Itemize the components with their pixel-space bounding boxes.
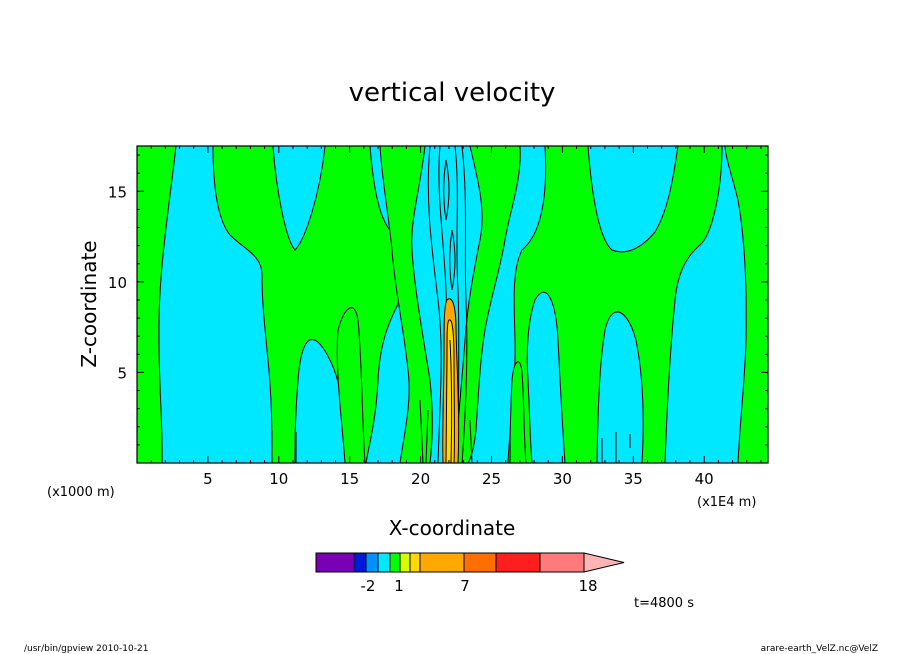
colorbar-swatch: [377, 552, 391, 573]
colorbar-labels: -2 1 7 18: [361, 577, 598, 595]
x-tick-label: 25: [482, 470, 501, 488]
colorbar-swatch: [495, 552, 541, 573]
contour-line: [427, 145, 442, 464]
colorbar-tick-label: 7: [460, 577, 470, 595]
y-axis-title: Z-coordinate: [77, 240, 101, 367]
colorbar-tick-label: -2: [361, 577, 376, 595]
x-tick-label: 40: [695, 470, 714, 488]
contour-line: [469, 419, 473, 464]
y-axis: 5 10 15: [108, 154, 768, 446]
colorbar-swatch: [315, 552, 355, 573]
colorbar-swatch: [365, 552, 379, 573]
updraft-core: [442, 298, 460, 464]
x-tick-label: 30: [553, 470, 572, 488]
colorbar-swatch: [463, 552, 497, 573]
time-label: t=4800 s: [634, 596, 694, 611]
x-unit-label: (x1E4 m): [697, 495, 756, 510]
colorbar-swatch: [419, 552, 465, 573]
footer-right: arare-earth_VelZ.nc@VelZ: [761, 644, 878, 654]
colorbar-tick-label: 1: [394, 577, 404, 595]
colorbar: [315, 552, 625, 573]
x-tick-label: 5: [203, 470, 213, 488]
contour-region: [454, 145, 521, 464]
colorbar-swatch: [539, 552, 585, 573]
y-tick-label: 15: [108, 183, 127, 201]
colorbar-arrow: [583, 552, 625, 573]
y-tick-label: 5: [117, 364, 127, 382]
y-unit-label: (x1000 m): [47, 485, 115, 500]
colorbar-swatch: [353, 552, 367, 573]
y-tick-label: 10: [108, 274, 127, 292]
contour-line: [443, 159, 450, 221]
colorbar-tick-label: 18: [578, 577, 597, 595]
x-tick-label: 20: [411, 470, 430, 488]
colorbar-swatch: [399, 552, 411, 573]
x-tick-label: 15: [340, 470, 359, 488]
x-tick-label: 10: [269, 470, 288, 488]
chart-title: vertical velocity: [349, 78, 556, 108]
contour-line: [425, 409, 429, 464]
colorbar-swatch: [409, 552, 421, 573]
contour-region: [136, 145, 177, 464]
contour-line: [461, 145, 468, 464]
contour-region: [724, 145, 769, 464]
x-axis-title: X-coordinate: [389, 516, 516, 540]
x-tick-label: 35: [624, 470, 643, 488]
contour-region: [336, 307, 366, 464]
positive-velocity-regions: [136, 145, 769, 464]
contour-line: [449, 339, 453, 464]
x-axis: 5 10 15 20 25 30 35 40: [150, 146, 762, 488]
footer-left: /usr/bin/gpview 2010-10-21: [24, 644, 148, 654]
plot-frame: [136, 145, 769, 464]
contour-line: [419, 399, 424, 464]
contour-line: [449, 229, 456, 291]
colorbar-swatch: [389, 552, 401, 573]
contour-region: [509, 361, 527, 464]
